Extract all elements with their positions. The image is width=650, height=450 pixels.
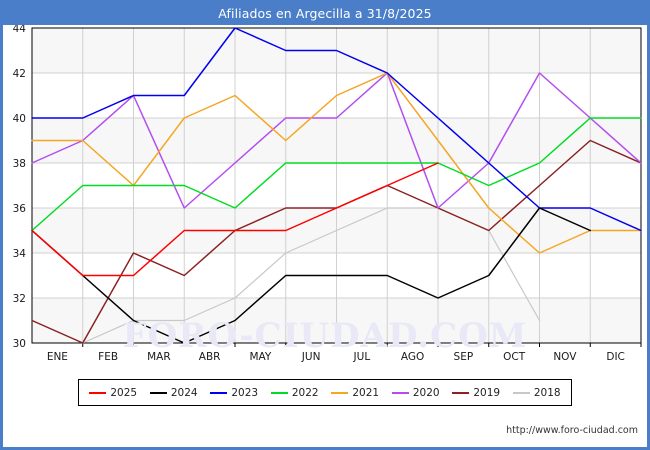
legend-item-2024[interactable]: 2024 [149, 386, 198, 399]
legend-swatch-icon [210, 391, 228, 394]
legend-label: 2021 [352, 386, 380, 399]
svg-text:30: 30 [13, 338, 26, 350]
svg-text:FEB: FEB [98, 351, 118, 363]
chart-area: 30 32 34 36 38 40 42 44 ENE FEB MAR ABR MAY JUN JUL AGO… [3, 25, 647, 447]
svg-text:JUN: JUN [301, 351, 321, 363]
svg-text:36: 36 [13, 203, 27, 215]
legend-label: 2025 [110, 386, 138, 399]
legend-swatch-icon [512, 391, 530, 394]
legend-swatch-icon [331, 391, 349, 394]
legend-item-2025[interactable]: 2025 [89, 387, 137, 399]
legend-swatch-icon [149, 391, 167, 394]
svg-text:34: 34 [13, 248, 27, 260]
legend-item-2023[interactable]: 2023 [210, 387, 258, 399]
series-line-2025 [31, 162, 439, 277]
legend-item-2018[interactable]: 2018 [512, 386, 561, 399]
legend-item-2022[interactable]: 2022 [270, 386, 319, 399]
legend-label: 2022 [291, 386, 319, 399]
svg-text:ENE: ENE [47, 351, 68, 363]
series-line-2022 [31, 117, 642, 232]
legend-label: 2024 [170, 386, 198, 399]
legend-swatch-icon [89, 391, 107, 394]
legend-label: 2018 [533, 386, 561, 399]
svg-text:40: 40 [13, 113, 26, 125]
legend-swatch-icon [452, 391, 470, 394]
svg-text:AGO: AGO [401, 351, 424, 363]
svg-text:SEP: SEP [454, 351, 474, 363]
line-chart-plot: 30 32 34 36 38 40 42 44 ENE FEB MAR ABR MAY JUN JUL AGO… [13, 25, 642, 363]
legend-label: 2020 [412, 386, 440, 399]
legend-item-2021[interactable]: 2021 [331, 387, 379, 399]
svg-text:OCT: OCT [503, 351, 526, 363]
svg-text:44: 44 [13, 25, 27, 35]
footer-url: http://www.foro-ciudad.com [506, 425, 638, 436]
legend-swatch-icon [270, 391, 288, 394]
legend-label: 2019 [473, 386, 501, 399]
chart-legend: 2025 2024 2023 2022 2021 2020 2019 2018 [78, 379, 572, 406]
legend-item-2019[interactable]: 2019 [452, 387, 500, 399]
svg-text:38: 38 [13, 158, 26, 170]
legend-label: 2023 [231, 386, 259, 399]
svg-text:MAY: MAY [249, 351, 271, 363]
legend-swatch-icon [391, 391, 409, 394]
svg-text:MAR: MAR [147, 351, 171, 363]
series-line-2024 [31, 207, 591, 344]
x-axis: ENE FEB MAR ABR MAY JUN JUL AGO SEP OCT NOV DIC [47, 343, 642, 363]
svg-text:42: 42 [13, 68, 26, 80]
series-group [31, 27, 642, 344]
svg-text:DIC: DIC [606, 351, 625, 363]
legend-item-2020[interactable]: 2020 [391, 386, 440, 399]
svg-text:32: 32 [13, 293, 26, 305]
svg-text:NOV: NOV [553, 351, 577, 363]
window-title: Afiliados en Argecilla a 31/8/2025 [3, 3, 647, 25]
svg-text:ABR: ABR [199, 351, 221, 363]
svg-text:JUL: JUL [353, 351, 371, 363]
